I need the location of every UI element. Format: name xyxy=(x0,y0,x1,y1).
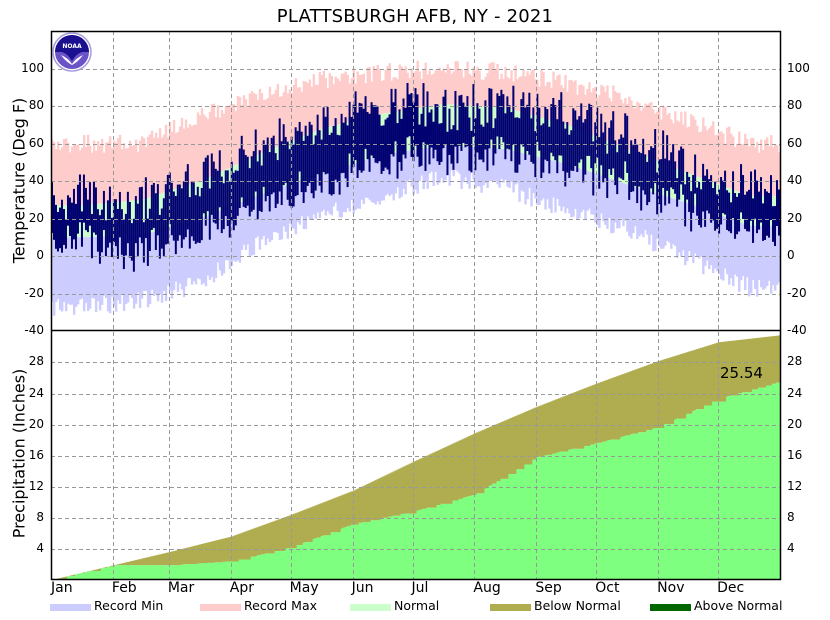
legend-item-above-normal: Above Normal xyxy=(650,598,782,613)
precip-tick-left: 28 xyxy=(28,354,44,369)
plot-frame xyxy=(50,30,782,581)
precip-tick-right: 8 xyxy=(787,509,795,524)
month-label-may: May xyxy=(289,580,319,596)
noaa-logo: NOAA xyxy=(52,32,92,72)
temp-tick-right: 20 xyxy=(787,210,803,225)
grid-lines xyxy=(51,31,780,579)
precip-tick-left: 16 xyxy=(28,447,44,462)
precip-tick-right: 12 xyxy=(787,478,803,493)
month-label-dec: Dec xyxy=(717,580,745,596)
temp-tick-right: 40 xyxy=(787,173,803,187)
temp-tick-left: 0 xyxy=(36,248,44,262)
temp-tick-left: 100 xyxy=(21,60,44,75)
precip-tick-left: 8 xyxy=(36,509,44,524)
temperature-panel xyxy=(51,60,781,316)
legend-swatch xyxy=(490,603,531,611)
precip-tick-right: 4 xyxy=(787,540,795,555)
noaa-logo-text: NOAA xyxy=(62,43,82,50)
legend-label: Record Max xyxy=(244,598,318,613)
temp-tick-left: -20 xyxy=(24,285,44,300)
temp-tick-left: 20 xyxy=(28,210,44,225)
legend-swatch xyxy=(350,603,391,611)
month-label-oct: Oct xyxy=(595,580,620,596)
temp-tick-right: -20 xyxy=(787,285,807,300)
legend-item-record-max: Record Max xyxy=(200,598,317,613)
precip-tick-left: 20 xyxy=(28,416,44,431)
temp-tick-right: -40 xyxy=(787,323,807,337)
month-label-mar: Mar xyxy=(167,580,195,596)
legend-item-below-normal: Below Normal xyxy=(490,598,621,613)
month-label-nov: Nov xyxy=(657,580,685,596)
precip-tick-left: 4 xyxy=(36,540,44,555)
legend-label: Above Normal xyxy=(694,598,783,613)
legend-swatch xyxy=(200,603,241,611)
chart-title: PLATTSBURGH AFB, NY - 2021 xyxy=(276,6,554,27)
legend-label: Record Min xyxy=(94,598,164,613)
month-label-jun: Jun xyxy=(351,580,374,596)
precip-tick-right: 16 xyxy=(787,447,803,462)
precip-tick-right: 28 xyxy=(787,354,803,369)
precipitation-axis-label: Precipitation (Inches) xyxy=(9,368,29,539)
legend-swatch xyxy=(650,603,691,611)
precip-tick-right: 24 xyxy=(787,385,803,400)
temp-tick-left: 80 xyxy=(28,98,44,112)
legend-label: Below Normal xyxy=(534,598,621,613)
legend-item-record-min: Record Min xyxy=(50,598,163,613)
temp-tick-left: -40 xyxy=(24,323,44,337)
temp-tick-right: 100 xyxy=(787,60,810,75)
temp-tick-left: 40 xyxy=(28,173,44,187)
month-label-jan: Jan xyxy=(51,580,73,596)
precip-tick-right: 20 xyxy=(787,416,803,431)
month-label-sep: Sep xyxy=(535,580,562,596)
temp-tick-right: 60 xyxy=(787,135,803,150)
precip-tick-left: 24 xyxy=(28,385,44,400)
legend-item-normal: Normal xyxy=(350,598,439,613)
month-label-aug: Aug xyxy=(473,580,501,596)
temperature-axis-label: Temperature (Deg F) xyxy=(9,97,29,264)
month-label-apr: Apr xyxy=(229,580,254,596)
temp-tick-right: 0 xyxy=(787,248,795,262)
legend-swatch xyxy=(50,603,91,611)
month-label-jul: Jul xyxy=(411,580,429,596)
temp-tick-right: 80 xyxy=(787,98,803,112)
precipitation-panel xyxy=(52,335,781,580)
precip-total-annotation: 25.54 xyxy=(720,364,763,382)
legend: Record Min Record Max Normal Below Normal Ab… xyxy=(50,598,830,614)
month-label-feb: Feb xyxy=(111,580,137,596)
precip-tick-left: 12 xyxy=(28,478,44,493)
temp-tick-left: 60 xyxy=(28,135,44,150)
legend-label: Normal xyxy=(394,598,440,613)
